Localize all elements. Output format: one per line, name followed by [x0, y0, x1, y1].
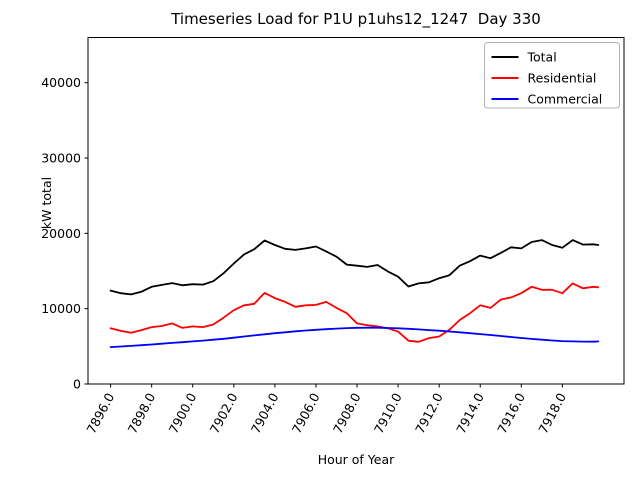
- x-tick-label: 7900.0: [166, 390, 200, 436]
- x-tick-label: 7904.0: [248, 390, 282, 436]
- y-axis-ticks: 0 10000 20000 30000 40000: [41, 75, 88, 392]
- x-axis-ticks: 7896.0 7898.0 7900.0 7902.0 7904.0 7906.0 7908…: [83, 384, 569, 436]
- y-axis-label: kW total: [39, 177, 54, 229]
- legend-entries: Total Residential Commercial: [491, 50, 603, 107]
- legend: Total Residential Commercial: [484, 42, 620, 109]
- data-series-lines: [109, 239, 600, 349]
- chart-title: Timeseries Load for P1U p1uhs12_1247 Day…: [170, 10, 541, 29]
- x-tick-label: 7912.0: [412, 390, 446, 436]
- x-tick-label: 7910.0: [371, 390, 405, 436]
- y-tick-label: 40000: [41, 75, 81, 90]
- legend-label-residential: Residential: [528, 71, 597, 86]
- series-line-residential: [109, 282, 600, 343]
- legend-box: [484, 42, 620, 109]
- x-tick-label: 7902.0: [207, 390, 241, 436]
- x-tick-label: 7908.0: [330, 390, 364, 436]
- x-tick-label: 7918.0: [535, 390, 569, 436]
- legend-label-total: Total: [527, 50, 557, 65]
- plot-area: [87, 37, 625, 385]
- series-line-total: [109, 239, 600, 296]
- y-tick-label: 20000: [41, 226, 81, 241]
- x-tick-label: 7914.0: [453, 390, 487, 436]
- x-tick-label: 7896.0: [83, 390, 117, 436]
- y-tick-label: 0: [73, 377, 81, 392]
- legend-label-commercial: Commercial: [528, 92, 603, 107]
- series-line-commercial: [109, 326, 600, 349]
- x-tick-label: 7898.0: [125, 390, 159, 436]
- y-tick-label: 30000: [41, 151, 81, 166]
- x-axis-label: Hour of Year: [318, 452, 395, 467]
- y-tick-label: 10000: [41, 301, 81, 316]
- x-tick-label: 7916.0: [494, 390, 528, 436]
- x-tick-label: 7906.0: [289, 390, 323, 436]
